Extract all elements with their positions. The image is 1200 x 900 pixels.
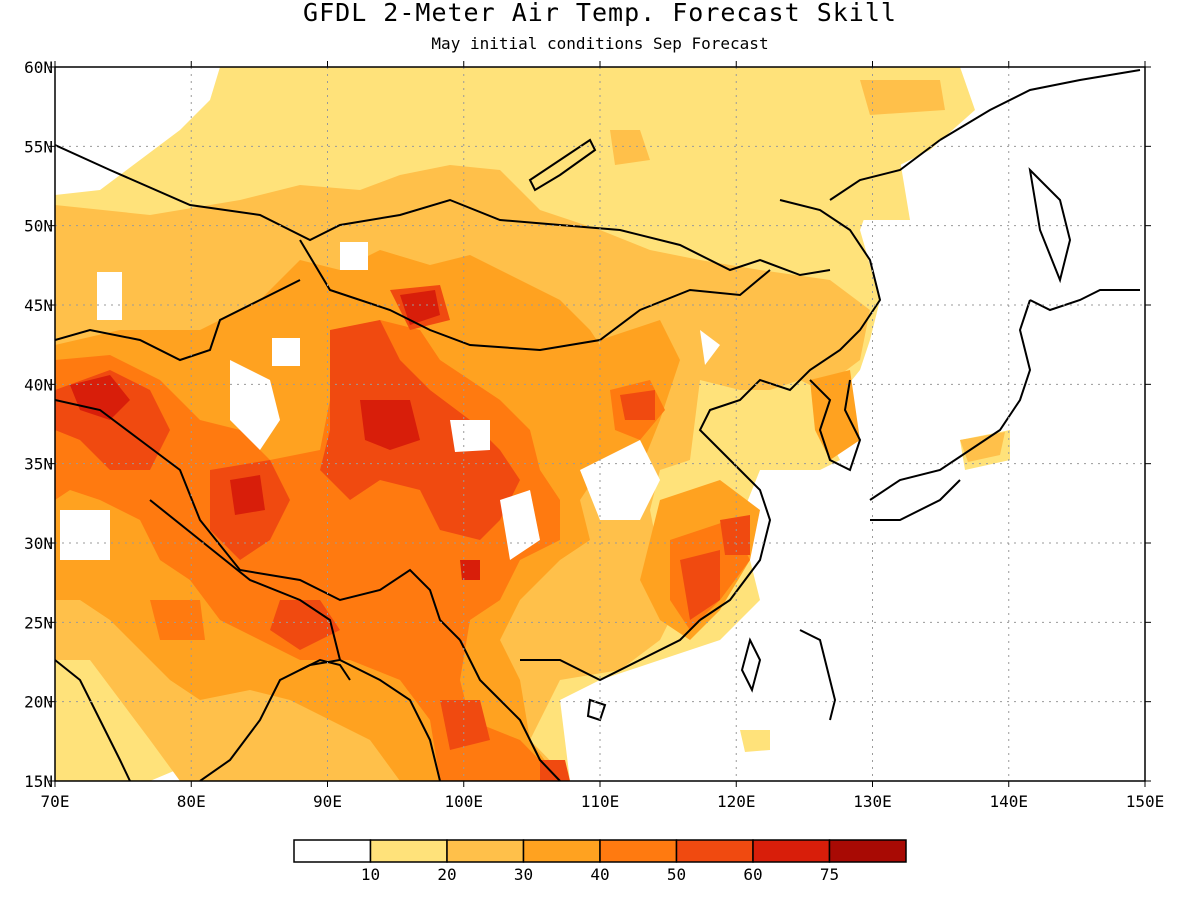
colorbar-swatch bbox=[446, 839, 525, 863]
colorbar bbox=[293, 839, 907, 863]
colorbar-swatch bbox=[369, 839, 448, 863]
map-title: GFDL 2-Meter Air Temp. Forecast Skill bbox=[303, 0, 897, 27]
colorbar-labels: 10 20 30 40 50 60 75 bbox=[361, 865, 839, 884]
axis-ticks bbox=[49, 61, 1151, 787]
lat-tick-label: 35N bbox=[24, 455, 53, 474]
grid-lines bbox=[55, 67, 1145, 781]
lat-tick-label: 40N bbox=[24, 375, 53, 394]
lat-tick-labels: 15N 20N 25N 30N 35N 40N 45N 50N 55N 60N bbox=[24, 58, 53, 791]
colorbar-swatch bbox=[599, 839, 678, 863]
lon-tick-label: 70E bbox=[41, 792, 70, 811]
colorbar-swatch bbox=[675, 839, 754, 863]
coastlines-borders bbox=[55, 69, 1141, 781]
lat-tick-label: 45N bbox=[24, 296, 53, 315]
lat-tick-label: 55N bbox=[24, 137, 53, 156]
colorbar-label: 60 bbox=[743, 865, 762, 884]
colorbar-label: 20 bbox=[437, 865, 456, 884]
colorbar-label: 40 bbox=[590, 865, 609, 884]
lon-tick-label: 150E bbox=[1126, 792, 1165, 811]
lat-tick-label: 30N bbox=[24, 534, 53, 553]
colorbar-label: 30 bbox=[514, 865, 533, 884]
lon-tick-label: 100E bbox=[444, 792, 483, 811]
lon-tick-label: 80E bbox=[177, 792, 206, 811]
lon-tick-label: 140E bbox=[989, 792, 1028, 811]
lat-tick-label: 25N bbox=[24, 613, 53, 632]
lat-tick-label: 15N bbox=[24, 772, 53, 791]
lon-tick-labels: 70E 80E 90E 100E 110E 120E 130E 140E 150E bbox=[41, 792, 1165, 811]
colorbar-swatch bbox=[828, 839, 907, 863]
colorbar-swatch bbox=[752, 839, 831, 863]
lon-tick-label: 90E bbox=[313, 792, 342, 811]
lon-tick-label: 120E bbox=[717, 792, 756, 811]
lat-tick-label: 60N bbox=[24, 58, 53, 77]
lat-tick-label: 20N bbox=[24, 693, 53, 712]
colorbar-swatch bbox=[522, 839, 601, 863]
lat-tick-label: 50N bbox=[24, 217, 53, 236]
map-subtitle: May initial conditions Sep Forecast bbox=[431, 34, 769, 53]
colorbar-label: 50 bbox=[667, 865, 686, 884]
colorbar-swatch bbox=[293, 839, 372, 863]
skill-shading bbox=[55, 67, 1010, 781]
lon-tick-label: 130E bbox=[853, 792, 892, 811]
skill-level-60-75 bbox=[70, 290, 480, 580]
colorbar-label: 75 bbox=[820, 865, 839, 884]
lon-tick-label: 110E bbox=[581, 792, 620, 811]
colorbar-label: 10 bbox=[361, 865, 380, 884]
